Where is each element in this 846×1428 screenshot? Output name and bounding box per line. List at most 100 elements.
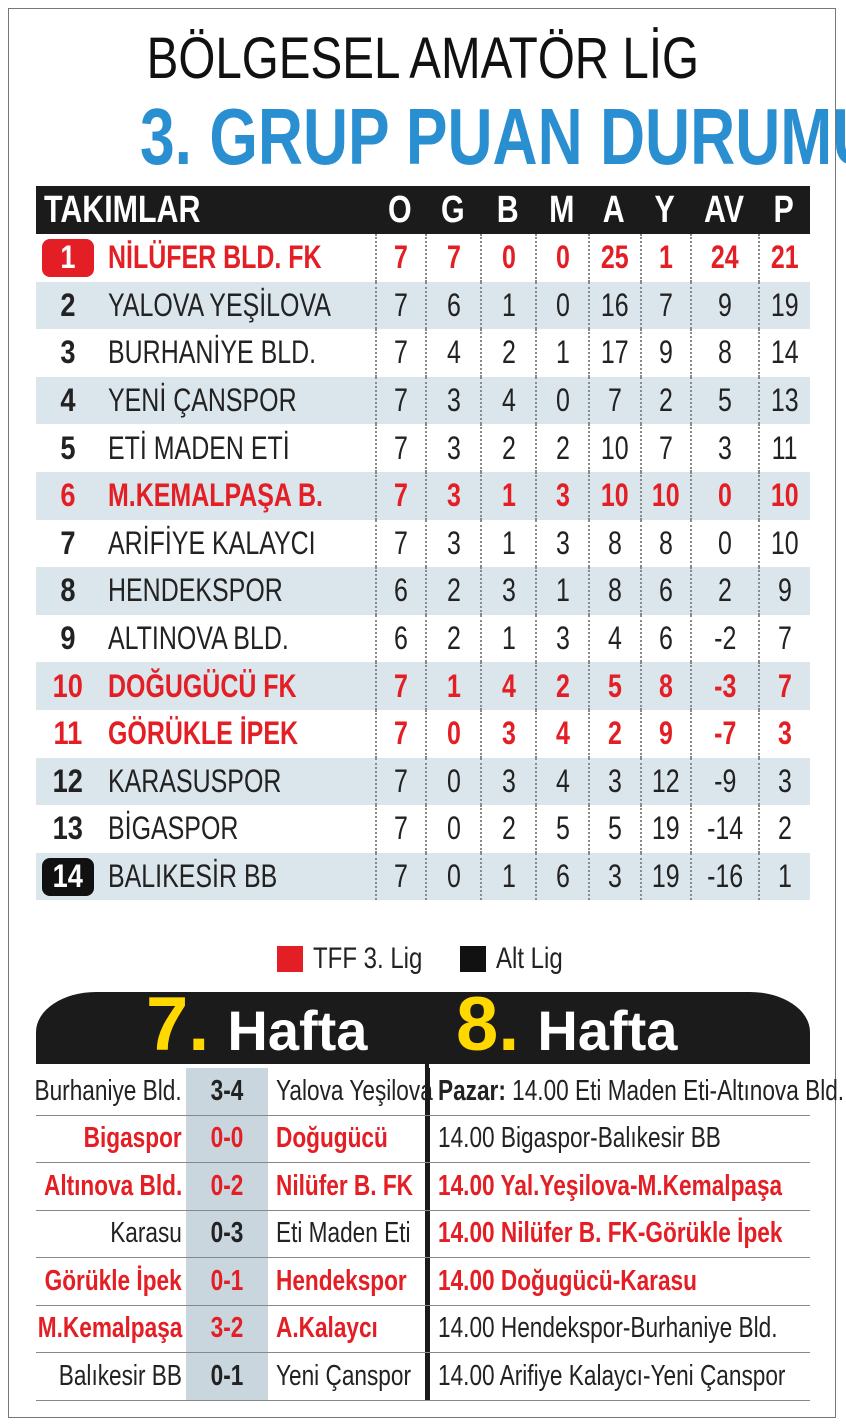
stat-text: 7 — [394, 429, 408, 466]
rank: 5 — [36, 424, 100, 472]
team-text: BALIKESİR BB — [108, 858, 278, 895]
stat-text: 3 — [446, 429, 461, 466]
stat: 6 — [640, 567, 690, 615]
stat-text: 16 — [601, 286, 629, 323]
team-name: ETİ MADEN ETİ — [100, 424, 375, 472]
rank: 7 — [36, 520, 100, 568]
column-header-text: A — [603, 188, 625, 231]
match-away-text: Yalova Yeşilova — [276, 1074, 433, 1107]
title: BÖLGESEL AMATÖR LİG — [36, 26, 810, 92]
stat-text: 7 — [608, 382, 622, 419]
stat: 3 — [425, 471, 480, 520]
fixture-row: Karasu 0-3 Eti Maden Eti 14.00 Nilüfer B. F… — [36, 1210, 810, 1258]
match-score-text: 3-4 — [210, 1074, 244, 1107]
column-header: M — [535, 186, 588, 234]
stat-text: 4 — [555, 715, 570, 752]
rank-text: 10 — [52, 667, 84, 704]
stat-text: -14 — [706, 810, 744, 847]
team-text: YENİ ÇANSPOR — [108, 382, 297, 419]
legend-label: TFF 3. Lig — [312, 942, 423, 975]
stat-text: 0 — [446, 810, 461, 847]
stat-text: 7 — [659, 429, 673, 466]
stat: 3 — [425, 519, 480, 568]
upcoming-match: 14.00 Hendekspor-Burhaniye Bld. — [426, 1305, 810, 1352]
match-home-text: Altınova Bld. — [43, 1169, 182, 1202]
upcoming-match-text: Pazar: 14.00 Eti Maden Eti-Altınova Bld. — [438, 1075, 844, 1108]
upcoming-match: 14.00 Doğugücü-Karasu — [426, 1258, 810, 1305]
subtitle-text: 3. GRUP PUAN DURUMU — [139, 92, 846, 181]
match-score: 0-1 — [186, 1353, 268, 1400]
standings-row: 12 KARASUSPOR 7 0 3 4 3 12 -9 3 — [36, 757, 810, 806]
column-header-text: M — [548, 188, 575, 231]
stat: 9 — [640, 329, 690, 377]
stat-text: 0 — [446, 762, 461, 799]
match-time-text: 14.00 Yal.Yeşilova-M.Kemalpaşa — [438, 1169, 783, 1202]
column-header: TAKIMLAR — [36, 186, 375, 234]
team-text: NİLÜFER BLD. FK — [108, 239, 322, 276]
match-home-text: M.Kemalpaşa — [37, 1312, 182, 1345]
stat: 3 — [588, 852, 640, 901]
stat-text: 1 — [778, 858, 792, 895]
stat: 9 — [640, 709, 690, 758]
stat-text: 10 — [771, 477, 799, 514]
match-score: 3-2 — [186, 1305, 268, 1352]
week-number: 8. — [456, 982, 520, 1067]
match-away: Eti Maden Eti — [268, 1211, 426, 1258]
subtitle: 3. GRUP PUAN DURUMU — [36, 92, 846, 182]
stat: 1 — [425, 662, 480, 710]
standings-table: TAKIMLAR O G B M A Y AV P 1 NİLÜFER BLD. FK 7 7 0 0 25 1… — [36, 186, 810, 901]
match-away-text: A.Kalaycı — [276, 1312, 378, 1345]
standings-row: 5 ETİ MADEN ETİ 7 3 2 2 10 7 3 11 — [36, 424, 810, 472]
stat-text: 19 — [652, 810, 680, 847]
stat: 7 — [375, 376, 425, 425]
stat: 1 — [480, 852, 535, 901]
rank-text: 5 — [60, 429, 76, 466]
match-away-text: Eti Maden Eti — [276, 1217, 411, 1250]
stat-text: 6 — [659, 620, 673, 657]
stat: 0 — [425, 709, 480, 758]
match-time-text: 14.00 Bigaspor-Balıkesir BB — [438, 1122, 721, 1155]
stat: 19 — [640, 805, 690, 853]
stat: 12 — [640, 757, 690, 806]
stat: 10 — [758, 519, 810, 568]
stat-text: 3 — [778, 715, 792, 752]
team-name: ALTINOVA BLD. — [100, 615, 375, 663]
stat: 1 — [480, 519, 535, 568]
rank: 8 — [36, 567, 100, 615]
stat-text: 10 — [771, 524, 799, 561]
rank-text: 13 — [52, 810, 84, 847]
match-away: Nilüfer B. FK — [268, 1163, 426, 1210]
column-header-text: P — [773, 188, 795, 231]
column-header: A — [588, 186, 640, 234]
stat-text: 9 — [778, 572, 792, 609]
match-home: Karasu — [36, 1211, 186, 1258]
standings-row: 8 HENDEKSPOR 6 2 3 1 8 6 2 9 — [36, 567, 810, 615]
standings-row: 3 BURHANİYE BLD. 7 4 2 1 17 9 8 14 — [36, 329, 810, 377]
stat-text: 0 — [718, 477, 732, 514]
standings-row: 9 ALTINOVA BLD. 6 2 1 3 4 6 -2 7 — [36, 614, 810, 663]
stat-text: 4 — [555, 762, 570, 799]
stat-text: 0 — [446, 715, 461, 752]
stat-text: 1 — [555, 572, 570, 609]
team-text: BİGASPOR — [108, 810, 239, 847]
stat: 2 — [690, 567, 758, 615]
standings-row: 6 M.KEMALPAŞA B. 7 3 1 3 10 10 0 10 — [36, 471, 810, 520]
match-score: 0-1 — [186, 1258, 268, 1305]
stat-text: 14 — [771, 334, 799, 371]
column-header: Y — [640, 186, 690, 234]
stat-text: 3 — [446, 524, 461, 561]
match-away: A.Kalaycı — [268, 1306, 426, 1353]
stat-text: 7 — [394, 810, 408, 847]
match-away: Yeni Çanspor — [268, 1353, 426, 1400]
team-text: M.KEMALPAŞA B. — [108, 477, 323, 514]
stat-text: 3 — [608, 858, 622, 895]
stat: 7 — [425, 234, 480, 282]
stat-text: 6 — [555, 858, 570, 895]
stat: 3 — [758, 709, 810, 758]
team-text: ARİFİYE KALAYCI — [108, 524, 316, 561]
match-time-text: 14.00 Arifiye Kalaycı-Yeni Çanspor — [438, 1359, 786, 1392]
team-name: NİLÜFER BLD. FK — [100, 234, 375, 282]
stat: 7 — [375, 281, 425, 330]
match-away-text: Nilüfer B. FK — [276, 1169, 413, 1202]
upcoming-match: 14.00 Bigaspor-Balıkesir BB — [426, 1115, 810, 1162]
